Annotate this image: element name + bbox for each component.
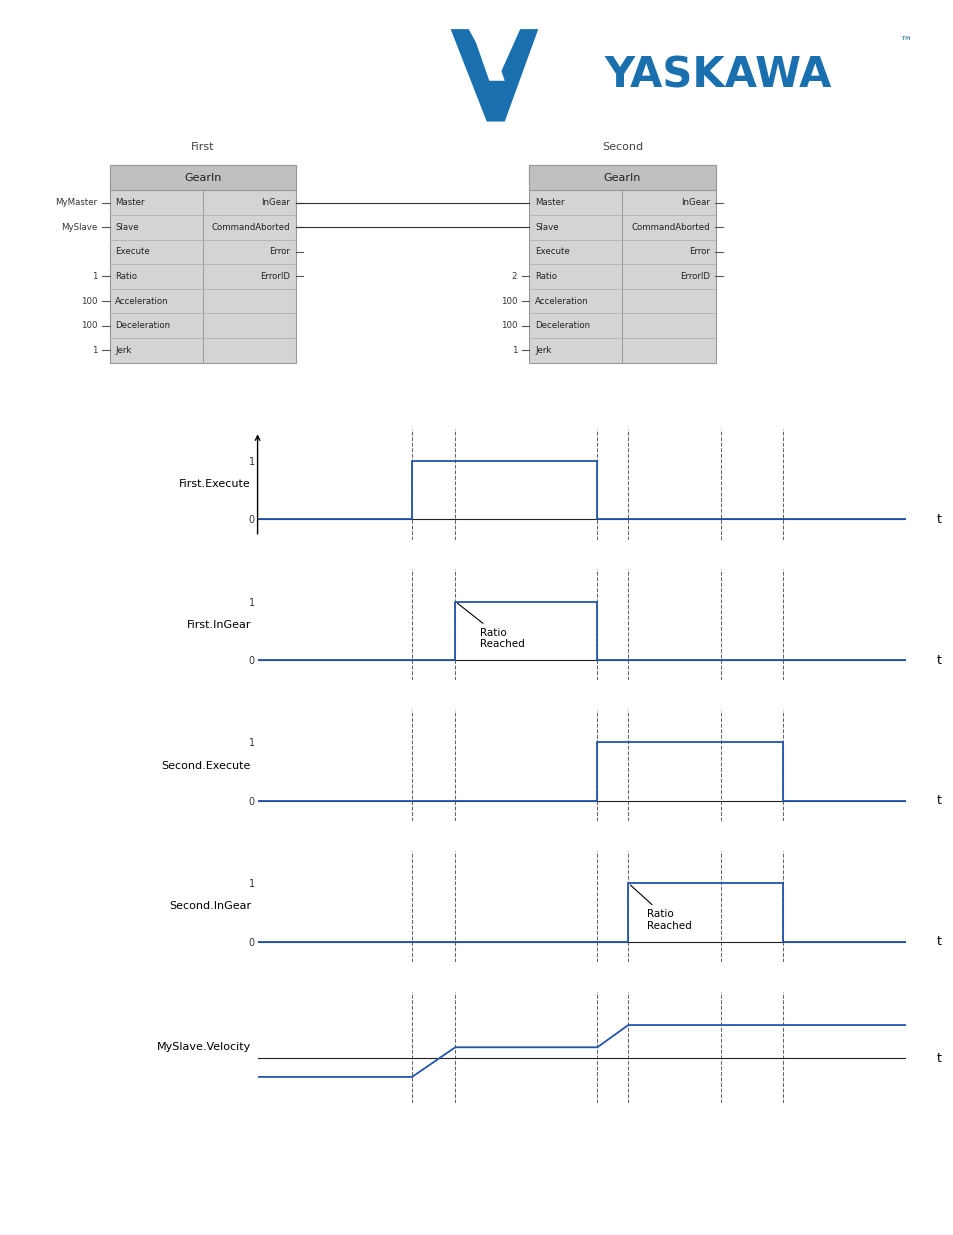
Text: 1: 1 <box>511 346 517 354</box>
Text: Ratio
Reached: Ratio Reached <box>630 885 691 931</box>
Text: InGear: InGear <box>680 198 709 207</box>
Text: CommandAborted: CommandAborted <box>631 222 709 232</box>
Text: Execute: Execute <box>115 247 150 257</box>
Text: Execute: Execute <box>535 247 569 257</box>
Text: t: t <box>936 935 941 948</box>
Text: Acceleration: Acceleration <box>115 296 169 305</box>
Text: t: t <box>936 513 941 526</box>
Text: 2: 2 <box>511 272 517 280</box>
Text: Error: Error <box>688 247 709 257</box>
Text: MySlave.Velocity: MySlave.Velocity <box>156 1042 251 1052</box>
Text: First.InGear: First.InGear <box>187 620 251 630</box>
Text: CommandAborted: CommandAborted <box>212 222 290 232</box>
Text: Acceleration: Acceleration <box>535 296 588 305</box>
Text: 1: 1 <box>91 272 97 280</box>
Text: t: t <box>936 1052 941 1065</box>
Text: Second: Second <box>601 142 642 152</box>
Bar <box>110 165 295 190</box>
Bar <box>529 165 715 190</box>
Polygon shape <box>450 30 537 121</box>
Text: Ratio: Ratio <box>115 272 137 280</box>
Text: Master: Master <box>115 198 145 207</box>
Text: Master: Master <box>535 198 564 207</box>
Text: Second.InGear: Second.InGear <box>169 902 251 911</box>
Bar <box>529 165 715 363</box>
Text: Error: Error <box>269 247 290 257</box>
Text: 100: 100 <box>81 321 97 330</box>
Polygon shape <box>471 30 504 80</box>
Text: Deceleration: Deceleration <box>535 321 590 330</box>
Text: GearIn: GearIn <box>184 173 221 183</box>
Text: Slave: Slave <box>115 222 139 232</box>
Text: 1: 1 <box>91 346 97 354</box>
Text: t: t <box>936 794 941 808</box>
Text: First: First <box>191 142 214 152</box>
Text: ErrorID: ErrorID <box>260 272 290 280</box>
Text: ErrorID: ErrorID <box>679 272 709 280</box>
Text: Jerk: Jerk <box>535 346 551 354</box>
Text: 100: 100 <box>500 296 517 305</box>
Text: ™: ™ <box>898 36 910 49</box>
Text: MyMaster: MyMaster <box>55 198 97 207</box>
Text: Deceleration: Deceleration <box>115 321 171 330</box>
Text: Jerk: Jerk <box>115 346 132 354</box>
Text: First.Execute: First.Execute <box>179 479 251 489</box>
Text: Ratio: Ratio <box>535 272 557 280</box>
Bar <box>110 165 295 363</box>
Text: Second.Execute: Second.Execute <box>162 761 251 771</box>
Text: t: t <box>936 653 941 667</box>
Text: GearIn: GearIn <box>603 173 640 183</box>
Text: 100: 100 <box>500 321 517 330</box>
Text: 100: 100 <box>81 296 97 305</box>
Text: Ratio
Reached: Ratio Reached <box>457 603 524 650</box>
Text: MySlave: MySlave <box>61 222 97 232</box>
Text: InGear: InGear <box>261 198 290 207</box>
Text: Slave: Slave <box>535 222 558 232</box>
Text: YASKAWA: YASKAWA <box>604 54 831 96</box>
